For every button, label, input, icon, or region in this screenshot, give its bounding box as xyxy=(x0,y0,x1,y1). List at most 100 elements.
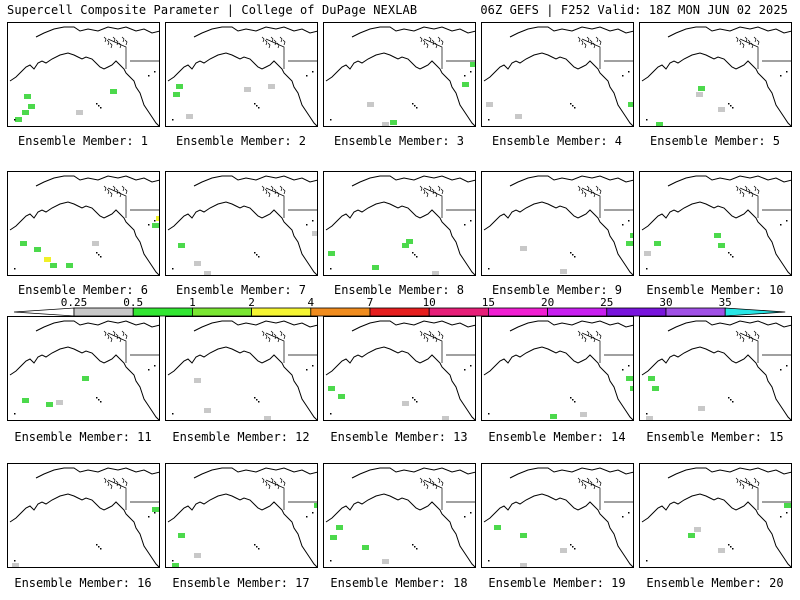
scp-shading xyxy=(37,249,41,252)
coastline xyxy=(595,185,599,192)
island xyxy=(622,75,624,77)
scp-shading xyxy=(20,241,24,244)
scp-shading xyxy=(784,505,788,508)
coastline xyxy=(282,333,286,340)
scp-shading xyxy=(375,265,379,268)
coastline xyxy=(589,333,593,340)
scp-shading xyxy=(654,241,658,244)
island xyxy=(416,107,418,109)
island xyxy=(780,516,782,518)
coastline xyxy=(276,483,280,490)
scp-shading xyxy=(46,402,50,405)
island xyxy=(412,103,414,105)
coastline xyxy=(428,477,432,484)
scp-shading xyxy=(657,241,661,244)
island xyxy=(470,365,472,367)
scp-shading xyxy=(494,525,498,528)
island xyxy=(488,119,490,121)
coastline xyxy=(103,185,107,192)
coastline xyxy=(279,36,283,43)
scp-shading xyxy=(25,110,29,113)
ensemble-member-map xyxy=(639,171,792,276)
scp-shading xyxy=(489,104,493,107)
coastline xyxy=(264,39,268,46)
scp-shading xyxy=(688,533,692,536)
coastline xyxy=(483,346,633,420)
scp-shading xyxy=(152,507,156,510)
coastline xyxy=(325,52,475,126)
scp-shading xyxy=(28,106,32,109)
scp-shading xyxy=(442,418,446,420)
coastline xyxy=(270,36,274,43)
scp-shading xyxy=(721,550,725,553)
scp-shading xyxy=(95,241,99,244)
scp-shading xyxy=(95,243,99,246)
coastline xyxy=(750,42,754,49)
scp-shading xyxy=(629,378,633,381)
coastline xyxy=(431,188,435,195)
scp-shading xyxy=(362,547,366,550)
coastline xyxy=(437,36,441,43)
island xyxy=(256,105,258,107)
coastline xyxy=(440,188,444,195)
ensemble-member-map xyxy=(481,171,634,276)
island xyxy=(464,516,466,518)
coastline xyxy=(641,346,791,420)
scp-shading xyxy=(721,243,725,246)
coastline xyxy=(483,493,633,567)
scp-shading xyxy=(560,550,564,553)
coastline xyxy=(9,346,159,420)
island xyxy=(730,254,732,256)
island xyxy=(572,254,574,256)
scp-shading xyxy=(688,535,692,538)
coastline xyxy=(589,480,593,487)
scp-shading xyxy=(626,243,630,246)
ensemble-member-map xyxy=(481,463,634,568)
island xyxy=(254,544,256,546)
scp-shading xyxy=(176,92,180,95)
island xyxy=(330,560,332,562)
scp-shading xyxy=(647,253,651,256)
scp-shading xyxy=(646,416,650,419)
scp-shading xyxy=(197,378,201,381)
coastline xyxy=(577,185,581,192)
scp-shading xyxy=(718,109,722,112)
scp-shading xyxy=(406,241,410,244)
scp-shading xyxy=(365,547,369,550)
ensemble-member-label: Ensemble Member: 12 xyxy=(172,430,310,444)
colorbar-bin xyxy=(487,307,548,317)
scp-shading xyxy=(44,257,48,260)
coastline xyxy=(598,333,602,340)
coastline xyxy=(509,320,633,332)
coastline xyxy=(756,39,760,46)
scp-shading xyxy=(718,548,722,551)
coastline xyxy=(103,330,107,337)
scp-shading xyxy=(489,102,493,105)
coastline xyxy=(592,336,596,343)
ensemble-member-label: Ensemble Member: 11 xyxy=(14,430,152,444)
ensemble-member-label: Ensemble Member: 4 xyxy=(491,134,623,148)
scp-shading xyxy=(194,261,198,264)
scp-shading xyxy=(560,269,564,272)
scp-shading xyxy=(631,104,633,107)
scp-shading xyxy=(367,102,371,105)
colorbar-tick-label: 0.5 xyxy=(123,296,143,309)
scp-shading xyxy=(659,122,663,125)
scp-shading xyxy=(197,555,201,558)
coastline xyxy=(738,188,742,195)
island xyxy=(732,107,734,109)
scp-shading xyxy=(365,545,369,548)
coastline xyxy=(577,36,581,43)
coastline xyxy=(753,477,757,484)
colorbar-bin xyxy=(132,307,193,317)
scp-shading xyxy=(657,243,661,246)
coastline xyxy=(667,320,791,332)
coastline xyxy=(425,191,429,198)
scp-shading xyxy=(644,251,648,254)
scp-shading xyxy=(698,88,702,91)
scp-shading xyxy=(173,94,177,97)
coastline xyxy=(744,477,748,484)
coastline xyxy=(434,191,438,198)
scp-shading xyxy=(155,507,159,510)
scp-shading xyxy=(15,563,19,566)
